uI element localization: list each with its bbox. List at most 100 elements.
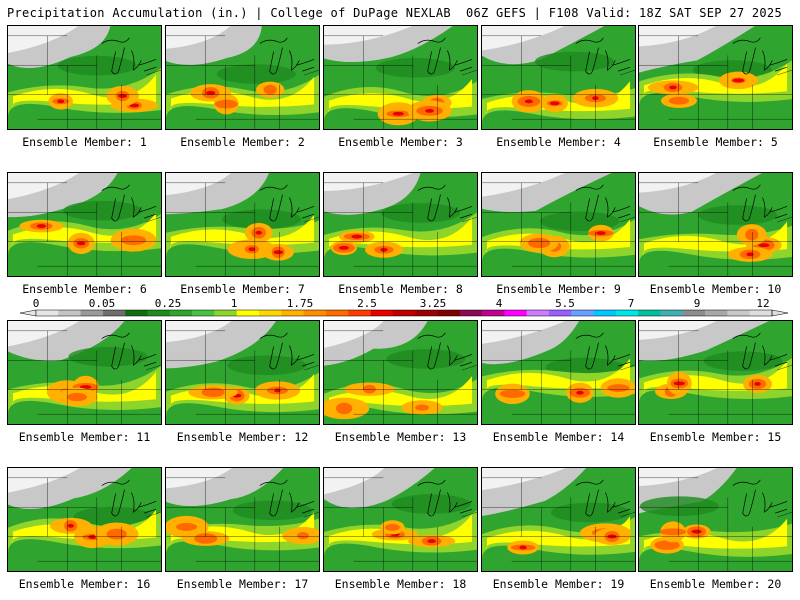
ensemble-member-label: Ensemble Member: 4	[496, 135, 621, 149]
dry-region	[8, 468, 80, 493]
precip-contour	[106, 528, 127, 540]
dry-region	[324, 321, 384, 349]
precip-contour	[12, 371, 157, 406]
dry-region	[324, 468, 385, 495]
ensemble-map-panel	[165, 320, 320, 425]
state-boundaries	[324, 182, 477, 276]
state-boundaries	[324, 477, 477, 571]
precip-contour	[248, 247, 256, 252]
great-lakes-outline	[575, 332, 631, 370]
great-lakes-outline	[101, 479, 157, 517]
great-lakes-outline	[101, 184, 157, 222]
colorbar-swatch	[236, 310, 260, 316]
ensemble-member-label: Ensemble Member: 17	[176, 577, 309, 591]
dry-region	[166, 173, 232, 196]
state-boundaries	[482, 477, 635, 571]
precip-contour	[232, 500, 312, 521]
state-boundaries	[166, 182, 319, 276]
precip-contour	[698, 205, 778, 225]
ensemble-map-panel	[323, 320, 478, 425]
precip-contour	[206, 90, 216, 95]
precip-contour	[68, 347, 148, 367]
state-boundaries	[166, 35, 319, 129]
ensemble-member-label: Ensemble Member: 12	[176, 430, 309, 444]
state-boundaries	[166, 477, 319, 571]
precip-contour	[214, 99, 238, 109]
precip-contour	[363, 384, 376, 394]
ensemble-member-label: Ensemble Member: 8	[338, 282, 463, 296]
colorbar-swatch	[482, 310, 505, 316]
colorbar-swatch	[58, 310, 81, 316]
state-boundaries	[482, 182, 635, 276]
precip-contour	[67, 392, 88, 402]
precip-contour	[746, 252, 754, 257]
ensemble-map-panel	[481, 467, 636, 572]
colorbar-swatch	[169, 310, 193, 316]
great-lakes-outline	[732, 332, 788, 370]
colorbar-tick-label: 3.25	[419, 297, 447, 310]
precip-contour	[129, 103, 140, 108]
ensemble-map-panel	[323, 25, 478, 130]
precip-contour	[338, 245, 350, 250]
precip-contour	[673, 381, 685, 386]
great-lakes-outline	[575, 37, 631, 75]
precip-contour	[596, 231, 606, 236]
great-lakes-outline	[259, 332, 315, 370]
colorbar-swatch	[102, 310, 126, 316]
dry-region	[639, 468, 718, 487]
colorbar-tick-label: 0.25	[154, 297, 182, 310]
colorbar-tick-label: 12	[756, 297, 770, 310]
colorbar-swatch	[749, 310, 773, 316]
colorbar-swatch	[36, 310, 59, 316]
great-lakes-outline	[732, 37, 788, 75]
colorbar-swatch	[281, 310, 304, 316]
great-lakes-outline	[259, 37, 315, 75]
precip-contour	[375, 58, 455, 78]
dry-region	[166, 321, 232, 343]
ensemble-map-panel	[323, 172, 478, 277]
colorbar-swatch	[415, 310, 438, 316]
precip-contour	[499, 389, 526, 398]
precip-contour	[486, 358, 631, 393]
ensemble-member-label: Ensemble Member: 13	[334, 430, 467, 444]
precip-contour	[328, 217, 473, 251]
precip-contour	[120, 235, 147, 246]
precip-contour	[351, 234, 363, 239]
precip-contour	[88, 535, 97, 539]
precip-contour	[669, 85, 677, 90]
colorbar-swatch	[348, 310, 371, 316]
ensemble-member-label: Ensemble Member: 5	[653, 135, 778, 149]
precip-contour	[63, 200, 143, 221]
state-boundaries	[639, 35, 792, 129]
colorbar-swatch	[593, 310, 617, 316]
ensemble-map-panel	[323, 467, 478, 572]
ensemble-member-label: Ensemble Member: 20	[649, 577, 782, 591]
great-lakes-outline	[259, 184, 315, 222]
ensemble-map-panel	[638, 172, 793, 277]
ensemble-member-label: Ensemble Member: 6	[22, 282, 147, 296]
great-lakes-outline	[417, 37, 473, 75]
precip-contour	[170, 215, 315, 249]
ensemble-member-label: Ensemble Member: 7	[180, 282, 305, 296]
colorbar-swatch	[459, 310, 483, 316]
ensemble-member-label: Ensemble Member: 1	[22, 135, 147, 149]
colorbar-swatch	[303, 310, 327, 316]
precip-contour	[57, 55, 137, 76]
colorbar-swatch	[147, 310, 171, 316]
colorbar-swatch	[214, 310, 238, 316]
great-lakes-outline	[101, 332, 157, 370]
precip-contour	[745, 228, 759, 241]
precip-contour	[654, 540, 680, 550]
colorbar-tick-label: 4	[495, 297, 503, 310]
state-boundaries	[8, 182, 161, 276]
state-boundaries	[8, 477, 161, 571]
colorbar-swatch	[504, 310, 527, 316]
dry-region	[482, 468, 566, 491]
ensemble-member-label: Ensemble Member: 14	[492, 430, 625, 444]
state-boundaries	[482, 330, 635, 424]
precip-contour	[703, 351, 783, 371]
precip-contour	[415, 404, 429, 411]
colorbar-swatch	[325, 310, 349, 316]
precip-contour	[176, 522, 198, 531]
precip-contour	[381, 203, 461, 223]
